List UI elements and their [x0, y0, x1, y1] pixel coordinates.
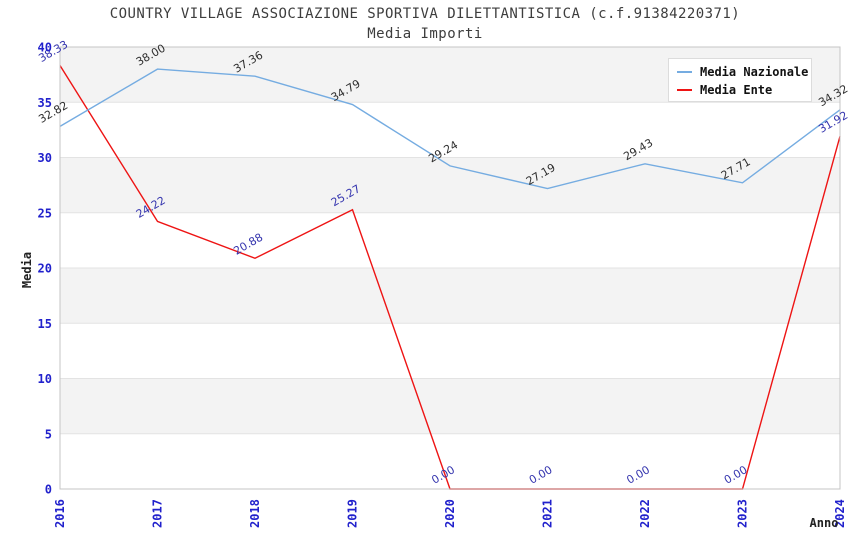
- y-tick-label: 35: [38, 96, 52, 110]
- y-tick-label: 15: [38, 317, 52, 331]
- data-point-label: 0.00: [722, 463, 750, 487]
- y-tick-label: 5: [45, 427, 52, 441]
- legend-line-swatch-ente: [677, 88, 692, 92]
- x-tick-label: 2024: [833, 499, 847, 528]
- chart-legend: Media Nazionale Media Ente: [668, 58, 812, 102]
- y-tick-label: 20: [38, 262, 52, 276]
- y-tick-label: 40: [38, 41, 52, 55]
- x-tick-label: 2018: [248, 499, 262, 528]
- plot-band: [60, 378, 840, 434]
- x-tick-label: 2016: [53, 499, 67, 528]
- y-tick-label: 25: [38, 206, 52, 220]
- x-tick-label: 2021: [541, 499, 555, 528]
- x-tick-label: 2019: [346, 499, 360, 528]
- plot-band: [60, 268, 840, 324]
- y-axis-title: Media: [20, 252, 34, 288]
- y-tick-label: 10: [38, 372, 52, 386]
- legend-line-swatch-nazionale: [677, 70, 692, 74]
- x-tick-label: 2023: [736, 499, 750, 528]
- plot-border: [59, 46, 841, 490]
- x-tick-label: 2020: [443, 499, 457, 528]
- y-tick-label: 30: [38, 151, 52, 165]
- series-line-media-nazionale: [59, 68, 841, 190]
- data-point-label: 0.00: [624, 463, 652, 487]
- data-point-label: 0.00: [527, 463, 555, 487]
- legend-label: Media Nazionale: [700, 65, 809, 79]
- x-tick-label: 2022: [638, 499, 652, 528]
- x-tick-label: 2017: [151, 499, 165, 528]
- x-axis-title: Anno: [810, 516, 839, 530]
- data-point-label: 31.92: [816, 109, 850, 136]
- legend-item-media-ente: Media Ente: [677, 81, 811, 99]
- plot-band: [60, 157, 840, 213]
- data-point-label: 20.88: [231, 231, 265, 258]
- chart-title: COUNTRY VILLAGE ASSOCIAZIONE SPORTIVA DI…: [109, 6, 741, 22]
- legend-label: Media Ente: [700, 83, 773, 97]
- y-tick-label: 0: [45, 483, 52, 497]
- chart-subtitle: Media Importi: [367, 26, 483, 42]
- data-point-label: 0.00: [429, 463, 457, 487]
- legend-item-media-nazionale: Media Nazionale: [677, 63, 811, 81]
